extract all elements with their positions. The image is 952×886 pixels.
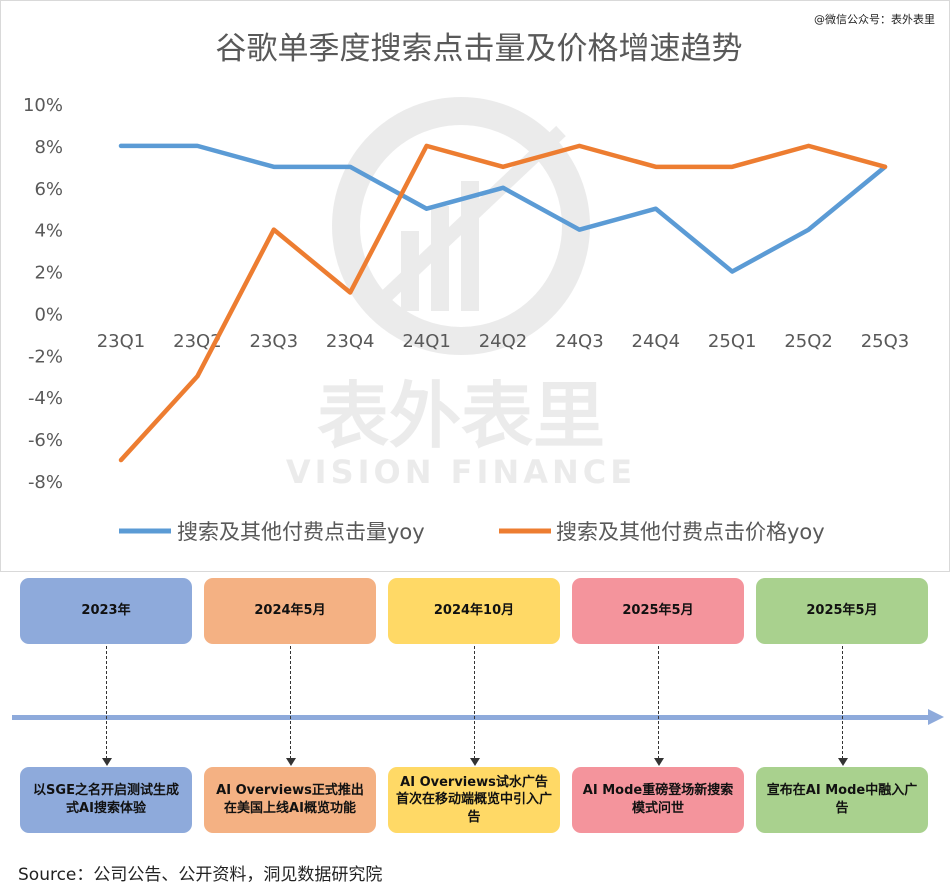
y-tick-label: -4% [28,388,63,409]
x-tick-label: 24Q2 [479,331,528,352]
y-tick-label: 6% [34,179,63,200]
x-tick-label: 24Q4 [632,331,681,352]
arrow-down-icon [470,758,480,766]
y-tick-label: -2% [28,346,63,367]
y-tick-label: 0% [34,304,63,325]
x-tick-label: 24Q1 [402,331,451,352]
y-tick-label: -6% [28,430,63,451]
arrow-down-icon [654,758,664,766]
timeline-desc-box: 以SGE之名开启测试生成式AI搜索体验 [20,767,192,833]
x-tick-label: 23Q4 [326,331,375,352]
x-tick-label: 23Q3 [250,331,299,352]
y-tick-label: 8% [34,137,63,158]
timeline-axis [12,715,932,720]
timeline-date-box: 2024年5月 [204,578,376,644]
watermark-text: @微信公众号：表外表里 [814,13,935,26]
timeline-desc-box: AI Mode重磅登场新搜索模式问世 [572,767,744,833]
watermark-en: VISION FINANCE [286,453,636,491]
x-tick-label: 24Q3 [555,331,604,352]
timeline-desc-box: 宣布在AI Mode中融入广告 [756,767,928,833]
x-tick-label: 25Q1 [708,331,757,352]
x-tick-label: 23Q2 [173,331,222,352]
source-note: Source：公司公告、公开资料，洞见数据研究院 [18,865,383,885]
y-tick-label: 4% [34,221,63,242]
chart-panel: @微信公众号：表外表里 表外表里 VISION FINANCE 谷歌单季度搜索点… [0,0,950,572]
x-tick-label: 23Q1 [97,331,146,352]
watermark-cn: 表外表里 [317,374,605,458]
watermark-logo: 表外表里 VISION FINANCE [286,97,636,491]
legend-label: 搜索及其他付费点击价格yoy [556,520,825,544]
y-tick-label: 2% [34,263,63,284]
timeline-connector [290,646,291,759]
timeline-connector [474,646,475,759]
timeline-date-box: 2025年5月 [756,578,928,644]
timeline-date-box: 2024年10月 [388,578,560,644]
timeline-date-box: 2025年5月 [572,578,744,644]
timeline-arrow-icon [928,709,944,725]
timeline: 2023年以SGE之名开启测试生成式AI搜索体验 2024年5月 AI Overvi… [0,572,950,852]
arrow-down-icon [102,758,112,766]
timeline-date-box: 2023年 [20,578,192,644]
timeline-connector [106,646,107,759]
y-tick-label: -8% [28,472,63,493]
line-chart: 表外表里 VISION FINANCE 谷歌单季度搜索点击量及价格增速趋势 10… [23,31,910,544]
timeline-desc-box: AI Overviews正式推出在美国上线AI概览功能 [204,767,376,833]
y-tick-label: 10% [23,95,63,116]
x-tick-label: 25Q2 [784,331,833,352]
arrow-down-icon [286,758,296,766]
chart-title: 谷歌单季度搜索点击量及价格增速趋势 [216,31,743,67]
timeline-connector [658,646,659,759]
legend-label: 搜索及其他付费点击量yoy [177,520,425,544]
timeline-connector [842,646,843,759]
arrow-down-icon [838,758,848,766]
timeline-desc-box: AI Overviews试水广告首次在移动端概览中引入广告 [388,767,560,833]
x-tick-label: 25Q3 [861,331,910,352]
